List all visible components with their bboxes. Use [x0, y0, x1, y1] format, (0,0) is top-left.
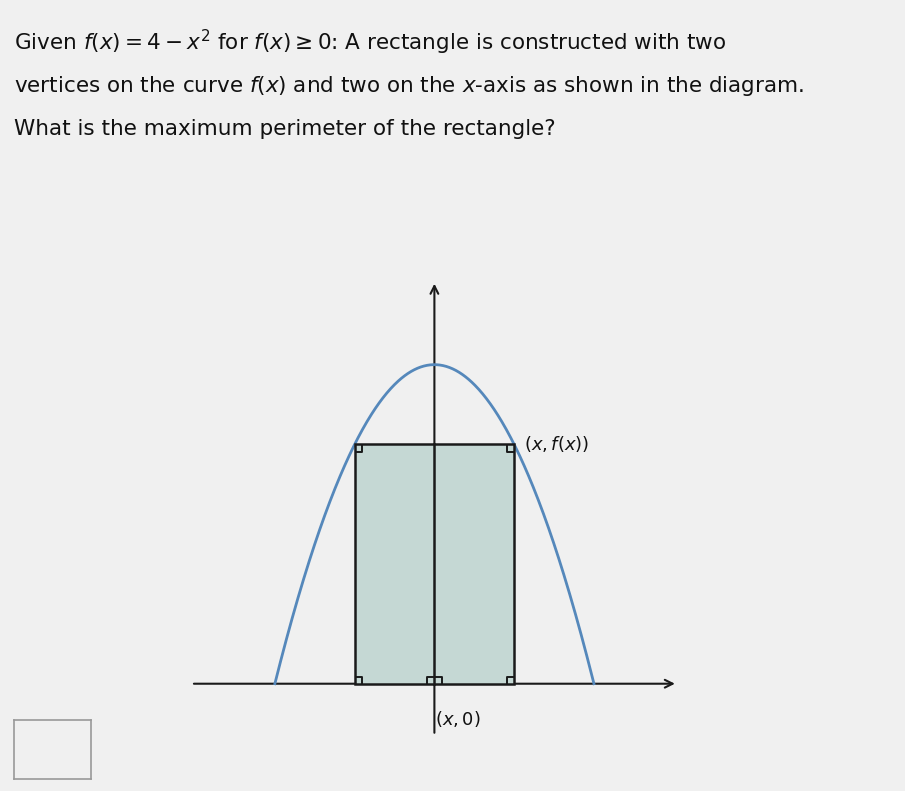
- Text: $(x,0)$: $(x,0)$: [435, 710, 481, 729]
- Bar: [355, 445, 514, 683]
- Text: What is the maximum perimeter of the rectangle?: What is the maximum perimeter of the rec…: [14, 119, 555, 139]
- Text: $(x, f(x))$: $(x, f(x))$: [524, 434, 589, 454]
- Text: Given $f(x) = 4 - x^2$ for $f(x) \geq 0$: A rectangle is constructed with two: Given $f(x) = 4 - x^2$ for $f(x) \geq 0$…: [14, 28, 726, 57]
- Text: vertices on the curve $f(x)$ and two on the $x$-axis as shown in the diagram.: vertices on the curve $f(x)$ and two on …: [14, 74, 804, 97]
